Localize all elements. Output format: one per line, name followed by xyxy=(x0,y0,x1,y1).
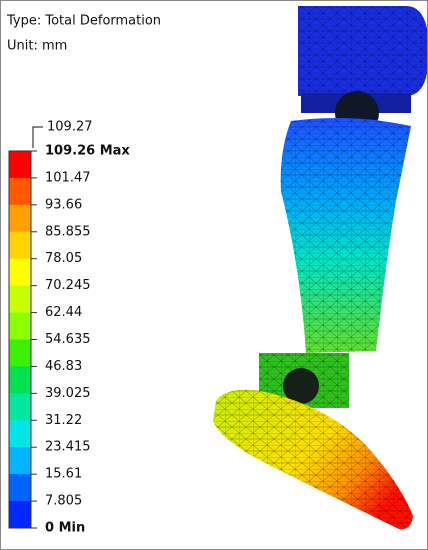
legend-label: 78.05 xyxy=(45,251,82,266)
legend-color-band xyxy=(9,393,31,421)
leader-line xyxy=(32,126,43,148)
legend-label: 62.44 xyxy=(45,305,82,320)
legend-color-band xyxy=(9,285,31,314)
legend-color-band xyxy=(9,312,31,340)
legend-label: 54.635 xyxy=(45,332,91,347)
legend-top-label: 109.27 xyxy=(47,120,93,135)
legend-color-band xyxy=(9,258,31,287)
legend-label: 31.22 xyxy=(45,413,82,428)
legend-color-band xyxy=(9,366,31,394)
legend: 109.27 109.26 Max 101.47 93.66 85.855 78.05 7… xyxy=(8,120,130,536)
legend-color-band xyxy=(9,420,31,448)
legend-color-band xyxy=(9,447,31,475)
legend-color-band xyxy=(9,231,31,260)
legend-label: 23.415 xyxy=(45,440,91,455)
legend-label: 7.805 xyxy=(45,494,82,509)
legend-color-band xyxy=(9,151,31,179)
legend-label: 15.61 xyxy=(45,467,82,482)
legend-label: 39.025 xyxy=(45,386,91,401)
legend-label: 101.47 xyxy=(45,170,91,185)
legend-label: 46.83 xyxy=(45,359,82,374)
legend-color-band xyxy=(9,339,31,367)
leg-model xyxy=(213,6,427,530)
legend-color-band xyxy=(9,474,31,502)
legend-label: 85.855 xyxy=(45,224,91,239)
legend-label: 93.66 xyxy=(45,197,82,212)
result-unit: Unit: mm xyxy=(7,39,67,54)
legend-color-band xyxy=(9,177,31,206)
legend-label: 0 Min xyxy=(45,521,85,536)
result-type: Type: Total Deformation xyxy=(6,14,161,29)
legend-color-band xyxy=(9,204,31,233)
legend-label: 70.245 xyxy=(45,278,91,293)
legend-label: 109.26 Max xyxy=(45,144,130,159)
legend-color-band xyxy=(9,501,31,529)
